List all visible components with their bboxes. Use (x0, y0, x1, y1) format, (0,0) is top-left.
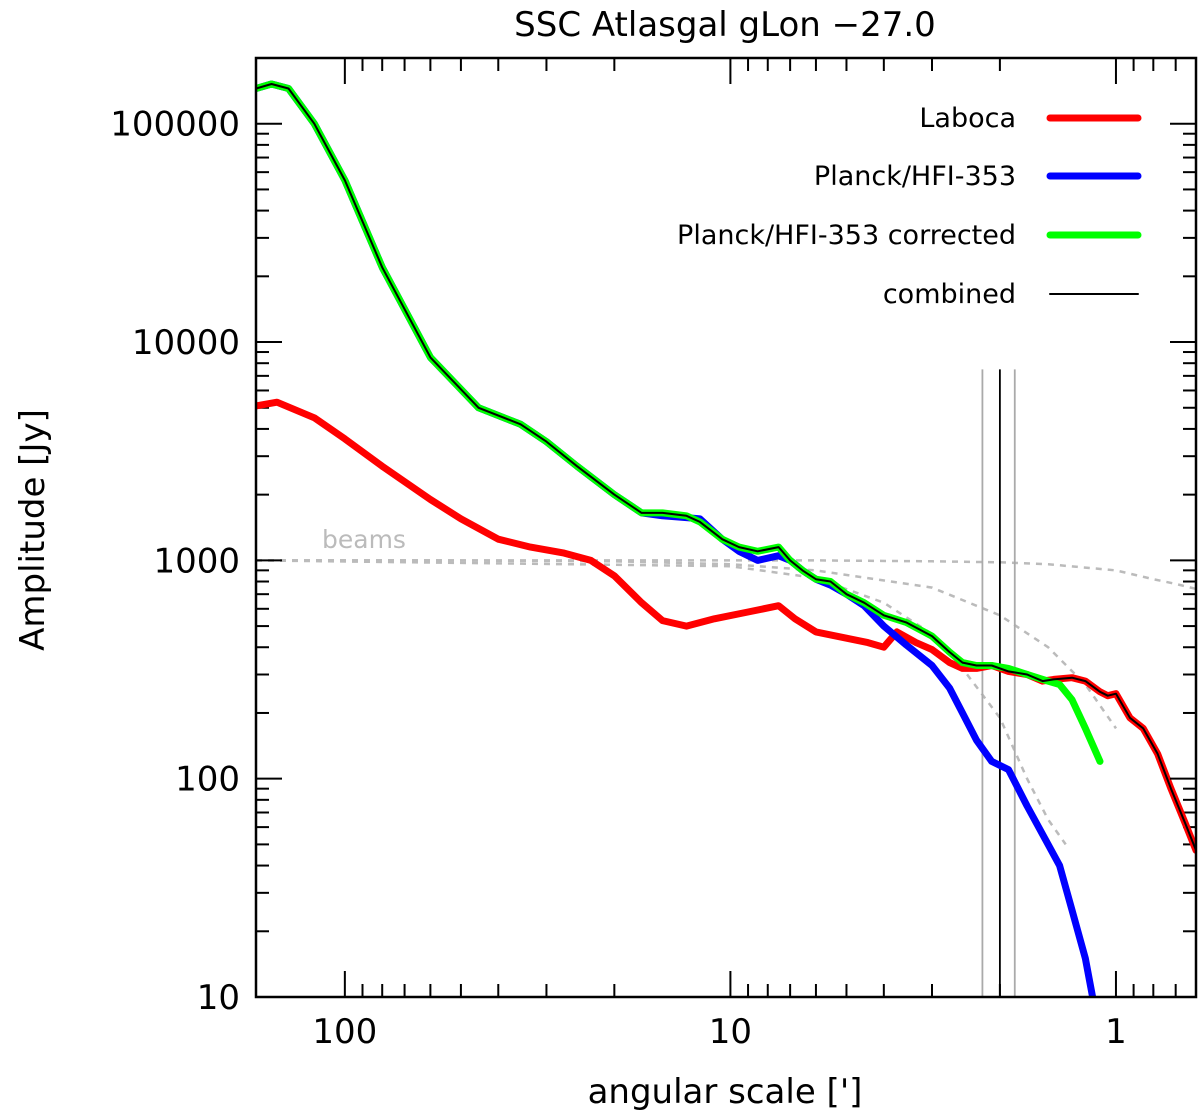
legend-label: Planck/HFI-353 (814, 161, 1016, 192)
chart-title: SSC Atlasgal gLon −27.0 (514, 5, 936, 45)
y-tick-label: 100000 (110, 105, 240, 145)
beam-curve (256, 559, 1196, 591)
major-ticks (256, 58, 1196, 998)
minor-ticks (256, 57, 1196, 997)
beam-curve (256, 559, 1067, 846)
x-tick-label: 10 (709, 1012, 752, 1052)
legend-label: combined (883, 279, 1016, 310)
beams-annotation: beams (322, 525, 406, 554)
series-combined-line (256, 83, 1196, 852)
series (256, 80, 1196, 997)
y-tick-label: 100 (175, 760, 240, 800)
vertical-markers (981, 369, 1016, 997)
legend: Laboca Planck/HFI-353 Planck/HFI-353 corre… (677, 103, 1142, 310)
x-axis-label: angular scale ['] (588, 1072, 863, 1112)
y-tick-label: 10 (197, 978, 240, 1018)
series-laboca-line (256, 398, 1196, 854)
plot-frame (254, 56, 1198, 999)
y-axis-label: Amplitude [Jy] (13, 409, 53, 651)
y-tick-label: 10000 (132, 323, 240, 363)
beam-curves (256, 559, 1196, 846)
x-tick-label: 100 (312, 1012, 377, 1052)
legend-label: Laboca (919, 103, 1016, 134)
y-tick-label: 1000 (153, 541, 240, 581)
x-tick-label: 1 (1105, 1012, 1127, 1052)
beam-curve (256, 559, 1118, 730)
legend-label: Planck/HFI-353 corrected (677, 220, 1016, 251)
tick-labels: 10 100 1000 10000 100000 100 10 1 (110, 105, 1127, 1052)
